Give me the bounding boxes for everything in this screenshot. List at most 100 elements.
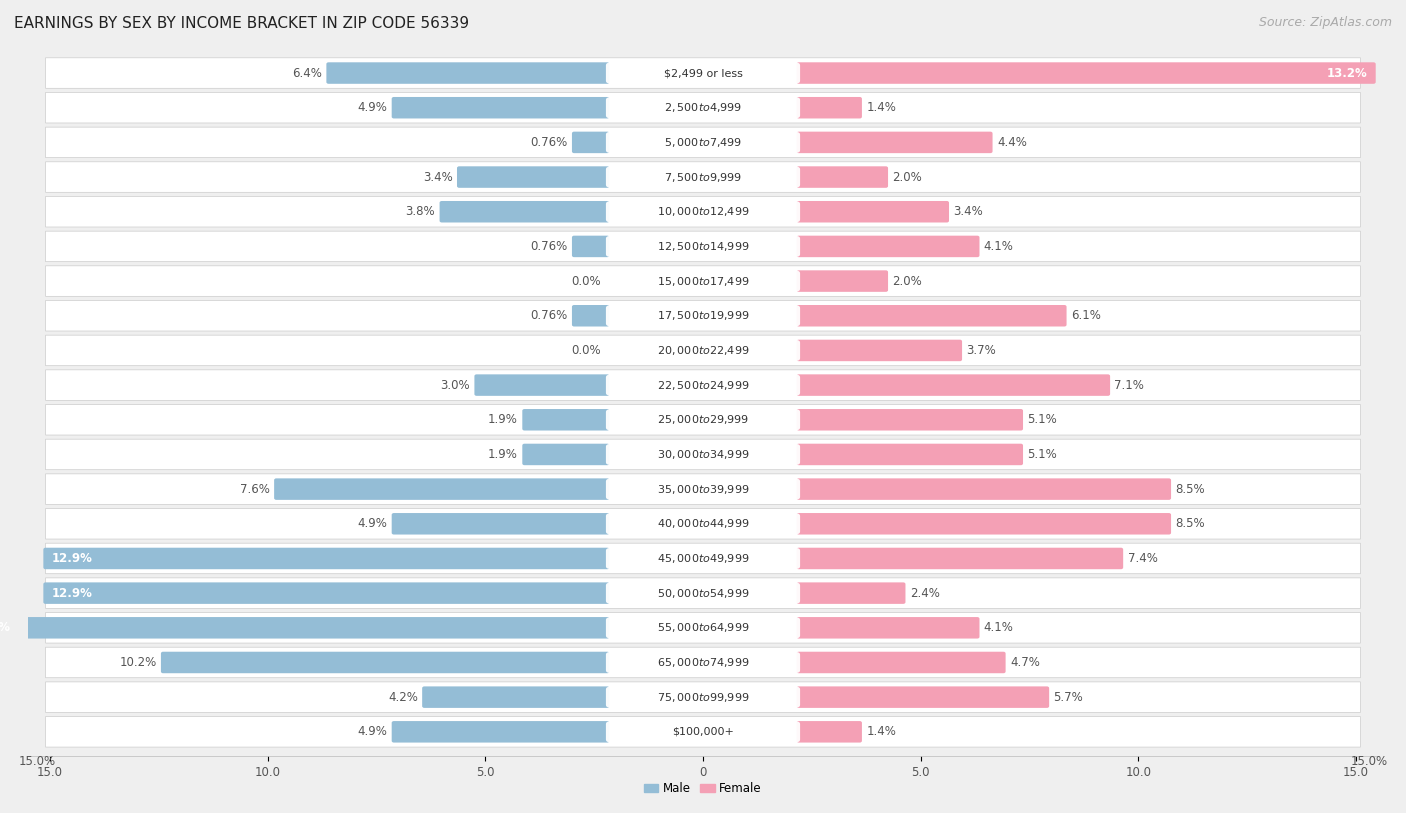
Text: 7.4%: 7.4% bbox=[1128, 552, 1157, 565]
FancyBboxPatch shape bbox=[797, 236, 980, 257]
FancyBboxPatch shape bbox=[45, 58, 1361, 89]
FancyBboxPatch shape bbox=[392, 97, 609, 119]
FancyBboxPatch shape bbox=[606, 306, 800, 326]
FancyBboxPatch shape bbox=[797, 97, 862, 119]
FancyBboxPatch shape bbox=[606, 583, 800, 603]
Text: 0.0%: 0.0% bbox=[571, 344, 600, 357]
Text: 2.4%: 2.4% bbox=[910, 587, 939, 600]
FancyBboxPatch shape bbox=[606, 548, 800, 569]
Text: $35,000 to $39,999: $35,000 to $39,999 bbox=[657, 483, 749, 496]
Text: 4.9%: 4.9% bbox=[357, 102, 387, 114]
FancyBboxPatch shape bbox=[45, 509, 1361, 539]
FancyBboxPatch shape bbox=[160, 652, 609, 673]
FancyBboxPatch shape bbox=[45, 682, 1361, 712]
FancyBboxPatch shape bbox=[606, 63, 800, 84]
Text: 15.0%: 15.0% bbox=[18, 755, 55, 768]
FancyBboxPatch shape bbox=[606, 410, 800, 430]
FancyBboxPatch shape bbox=[797, 582, 905, 604]
FancyBboxPatch shape bbox=[606, 721, 800, 742]
Text: 7.6%: 7.6% bbox=[240, 483, 270, 496]
Text: 3.0%: 3.0% bbox=[440, 379, 470, 392]
Text: $5,000 to $7,499: $5,000 to $7,499 bbox=[664, 136, 742, 149]
Text: 1.9%: 1.9% bbox=[488, 448, 517, 461]
Text: 6.1%: 6.1% bbox=[1071, 309, 1101, 322]
Text: EARNINGS BY SEX BY INCOME BRACKET IN ZIP CODE 56339: EARNINGS BY SEX BY INCOME BRACKET IN ZIP… bbox=[14, 16, 470, 31]
Text: 5.1%: 5.1% bbox=[1028, 448, 1057, 461]
FancyBboxPatch shape bbox=[457, 167, 609, 188]
Text: 1.4%: 1.4% bbox=[866, 102, 896, 114]
FancyBboxPatch shape bbox=[474, 374, 609, 396]
FancyBboxPatch shape bbox=[606, 479, 800, 499]
Text: 4.2%: 4.2% bbox=[388, 691, 418, 703]
Text: $30,000 to $34,999: $30,000 to $34,999 bbox=[657, 448, 749, 461]
Text: 3.4%: 3.4% bbox=[423, 171, 453, 184]
FancyBboxPatch shape bbox=[797, 305, 1067, 327]
FancyBboxPatch shape bbox=[797, 686, 1049, 708]
FancyBboxPatch shape bbox=[797, 374, 1111, 396]
Text: $45,000 to $49,999: $45,000 to $49,999 bbox=[657, 552, 749, 565]
FancyBboxPatch shape bbox=[797, 478, 1171, 500]
FancyBboxPatch shape bbox=[44, 582, 609, 604]
Text: $17,500 to $19,999: $17,500 to $19,999 bbox=[657, 309, 749, 322]
Text: 8.5%: 8.5% bbox=[1175, 517, 1205, 530]
FancyBboxPatch shape bbox=[797, 513, 1171, 534]
Text: $2,500 to $4,999: $2,500 to $4,999 bbox=[664, 102, 742, 114]
Text: $7,500 to $9,999: $7,500 to $9,999 bbox=[664, 171, 742, 184]
Text: $10,000 to $12,499: $10,000 to $12,499 bbox=[657, 205, 749, 218]
FancyBboxPatch shape bbox=[797, 409, 1024, 431]
FancyBboxPatch shape bbox=[797, 201, 949, 223]
FancyBboxPatch shape bbox=[797, 271, 889, 292]
FancyBboxPatch shape bbox=[606, 236, 800, 257]
FancyBboxPatch shape bbox=[797, 548, 1123, 569]
FancyBboxPatch shape bbox=[440, 201, 609, 223]
FancyBboxPatch shape bbox=[45, 335, 1361, 366]
Text: 6.4%: 6.4% bbox=[292, 67, 322, 80]
Text: 2.0%: 2.0% bbox=[893, 171, 922, 184]
FancyBboxPatch shape bbox=[797, 652, 1005, 673]
Text: $40,000 to $44,999: $40,000 to $44,999 bbox=[657, 517, 749, 530]
FancyBboxPatch shape bbox=[797, 444, 1024, 465]
FancyBboxPatch shape bbox=[45, 162, 1361, 193]
Text: 0.76%: 0.76% bbox=[530, 136, 568, 149]
Text: 4.1%: 4.1% bbox=[984, 240, 1014, 253]
FancyBboxPatch shape bbox=[606, 98, 800, 118]
FancyBboxPatch shape bbox=[0, 617, 609, 638]
FancyBboxPatch shape bbox=[45, 93, 1361, 123]
FancyBboxPatch shape bbox=[797, 617, 980, 638]
Text: 15.0%: 15.0% bbox=[1351, 755, 1388, 768]
FancyBboxPatch shape bbox=[797, 340, 962, 361]
FancyBboxPatch shape bbox=[797, 167, 889, 188]
Text: 3.4%: 3.4% bbox=[953, 205, 983, 218]
Text: 0.0%: 0.0% bbox=[571, 275, 600, 288]
FancyBboxPatch shape bbox=[392, 513, 609, 534]
Legend: Male, Female: Male, Female bbox=[640, 777, 766, 800]
FancyBboxPatch shape bbox=[45, 127, 1361, 158]
FancyBboxPatch shape bbox=[274, 478, 609, 500]
Text: $65,000 to $74,999: $65,000 to $74,999 bbox=[657, 656, 749, 669]
FancyBboxPatch shape bbox=[45, 474, 1361, 504]
Text: $100,000+: $100,000+ bbox=[672, 727, 734, 737]
FancyBboxPatch shape bbox=[522, 409, 609, 431]
FancyBboxPatch shape bbox=[45, 301, 1361, 331]
Text: 1.4%: 1.4% bbox=[866, 725, 896, 738]
Text: 4.9%: 4.9% bbox=[357, 517, 387, 530]
FancyBboxPatch shape bbox=[422, 686, 609, 708]
FancyBboxPatch shape bbox=[606, 652, 800, 673]
Text: 5.7%: 5.7% bbox=[1053, 691, 1083, 703]
FancyBboxPatch shape bbox=[606, 167, 800, 188]
FancyBboxPatch shape bbox=[572, 132, 609, 153]
Text: 1.9%: 1.9% bbox=[488, 413, 517, 426]
Text: 7.1%: 7.1% bbox=[1115, 379, 1144, 392]
Text: 2.0%: 2.0% bbox=[893, 275, 922, 288]
Text: 8.5%: 8.5% bbox=[1175, 483, 1205, 496]
FancyBboxPatch shape bbox=[797, 721, 862, 742]
Text: 12.9%: 12.9% bbox=[52, 587, 93, 600]
Text: 14.8%: 14.8% bbox=[0, 621, 10, 634]
FancyBboxPatch shape bbox=[606, 202, 800, 222]
FancyBboxPatch shape bbox=[45, 266, 1361, 296]
Text: 10.2%: 10.2% bbox=[120, 656, 156, 669]
FancyBboxPatch shape bbox=[45, 578, 1361, 608]
FancyBboxPatch shape bbox=[44, 548, 609, 569]
Text: 0.76%: 0.76% bbox=[530, 309, 568, 322]
Text: 4.7%: 4.7% bbox=[1010, 656, 1040, 669]
